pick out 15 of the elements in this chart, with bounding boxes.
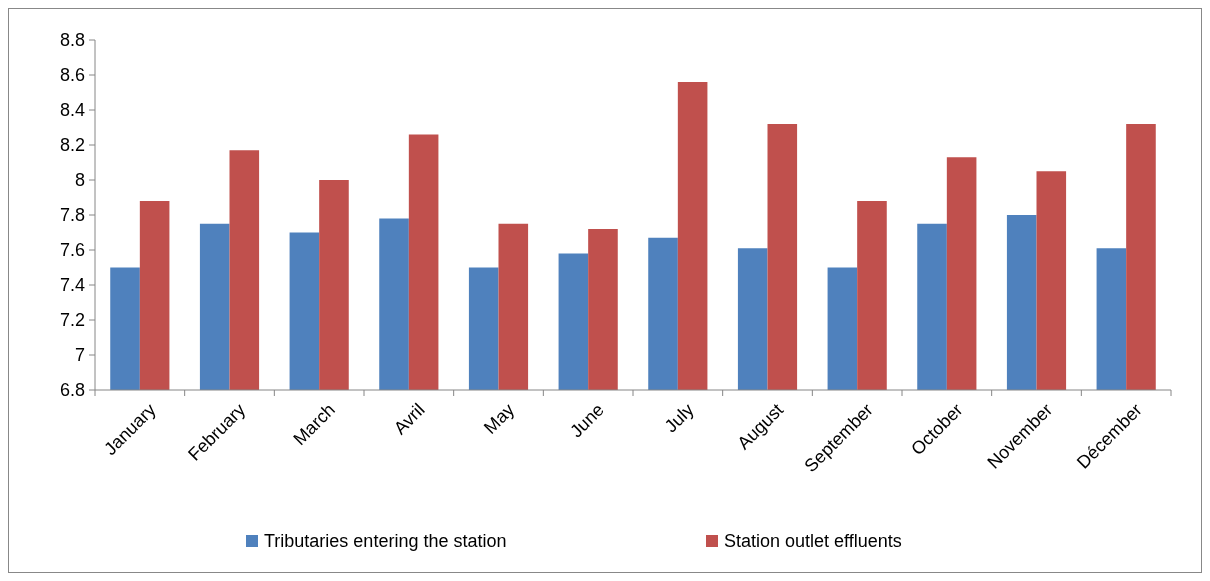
- y-tick-label: 8.6: [59, 65, 85, 86]
- x-tick-label: May: [480, 399, 519, 438]
- y-tick-label: 6.8: [59, 380, 85, 401]
- legend-label: Tributaries entering the station: [264, 531, 507, 552]
- y-tick-label: 8.2: [59, 135, 85, 156]
- y-tick-label: 8.8: [59, 30, 85, 51]
- y-tick-label: 8: [74, 170, 85, 191]
- y-tick-label: 7.6: [59, 240, 85, 261]
- legend-label: Station outlet effluents: [724, 531, 902, 552]
- y-tick-label: 7.2: [59, 310, 85, 331]
- x-tick-label: July: [660, 399, 698, 437]
- y-tick-label: 7.4: [59, 275, 85, 296]
- y-tick-label: 7.8: [59, 205, 85, 226]
- y-tick-label: 8.4: [59, 100, 85, 121]
- y-tick-label: 7: [74, 345, 85, 366]
